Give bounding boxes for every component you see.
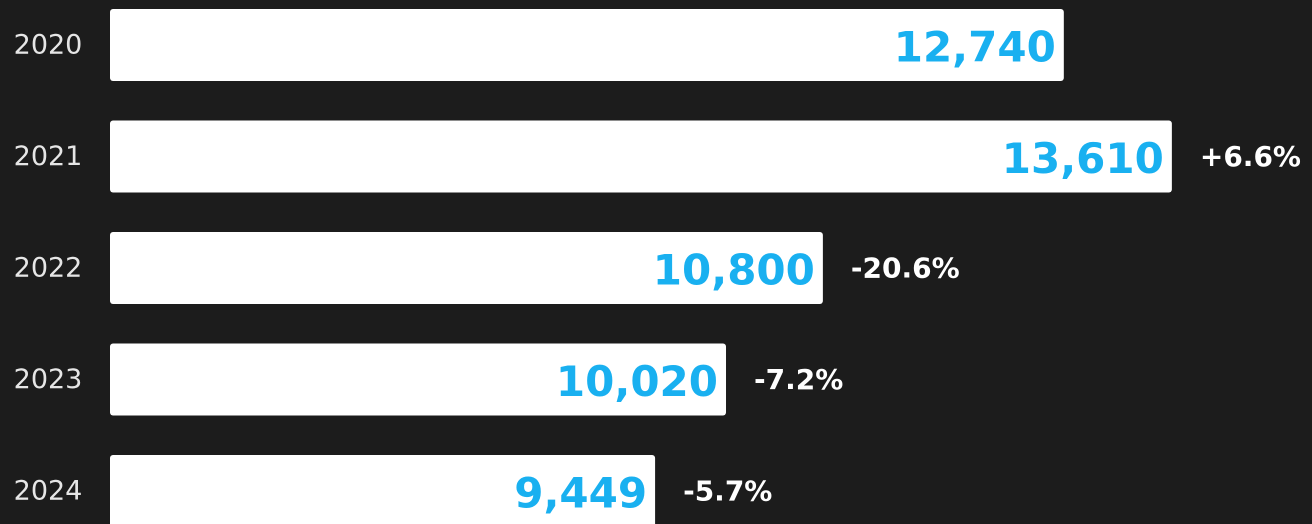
bar xyxy=(110,343,727,416)
y-tick-label: 2022 xyxy=(14,253,83,284)
y-tick-label: 2020 xyxy=(14,30,83,61)
bar xyxy=(110,232,823,304)
change-label: -20.6% xyxy=(851,252,960,285)
y-tick-label: 2021 xyxy=(14,141,83,172)
y-tick-label: 2023 xyxy=(14,364,83,395)
value-label: 12,740 xyxy=(894,23,1056,72)
y-tick-label: 2024 xyxy=(14,476,83,507)
value-label: 10,020 xyxy=(556,357,718,406)
value-label: 9,449 xyxy=(514,469,647,518)
value-label: 10,800 xyxy=(653,246,815,295)
change-label: -5.7% xyxy=(683,475,772,508)
value-label: 13,610 xyxy=(1002,134,1164,183)
change-label: -7.2% xyxy=(754,363,843,396)
change-label: +6.6% xyxy=(1200,140,1301,173)
bar xyxy=(110,9,1064,81)
bar xyxy=(110,455,656,524)
bar xyxy=(110,120,1172,193)
